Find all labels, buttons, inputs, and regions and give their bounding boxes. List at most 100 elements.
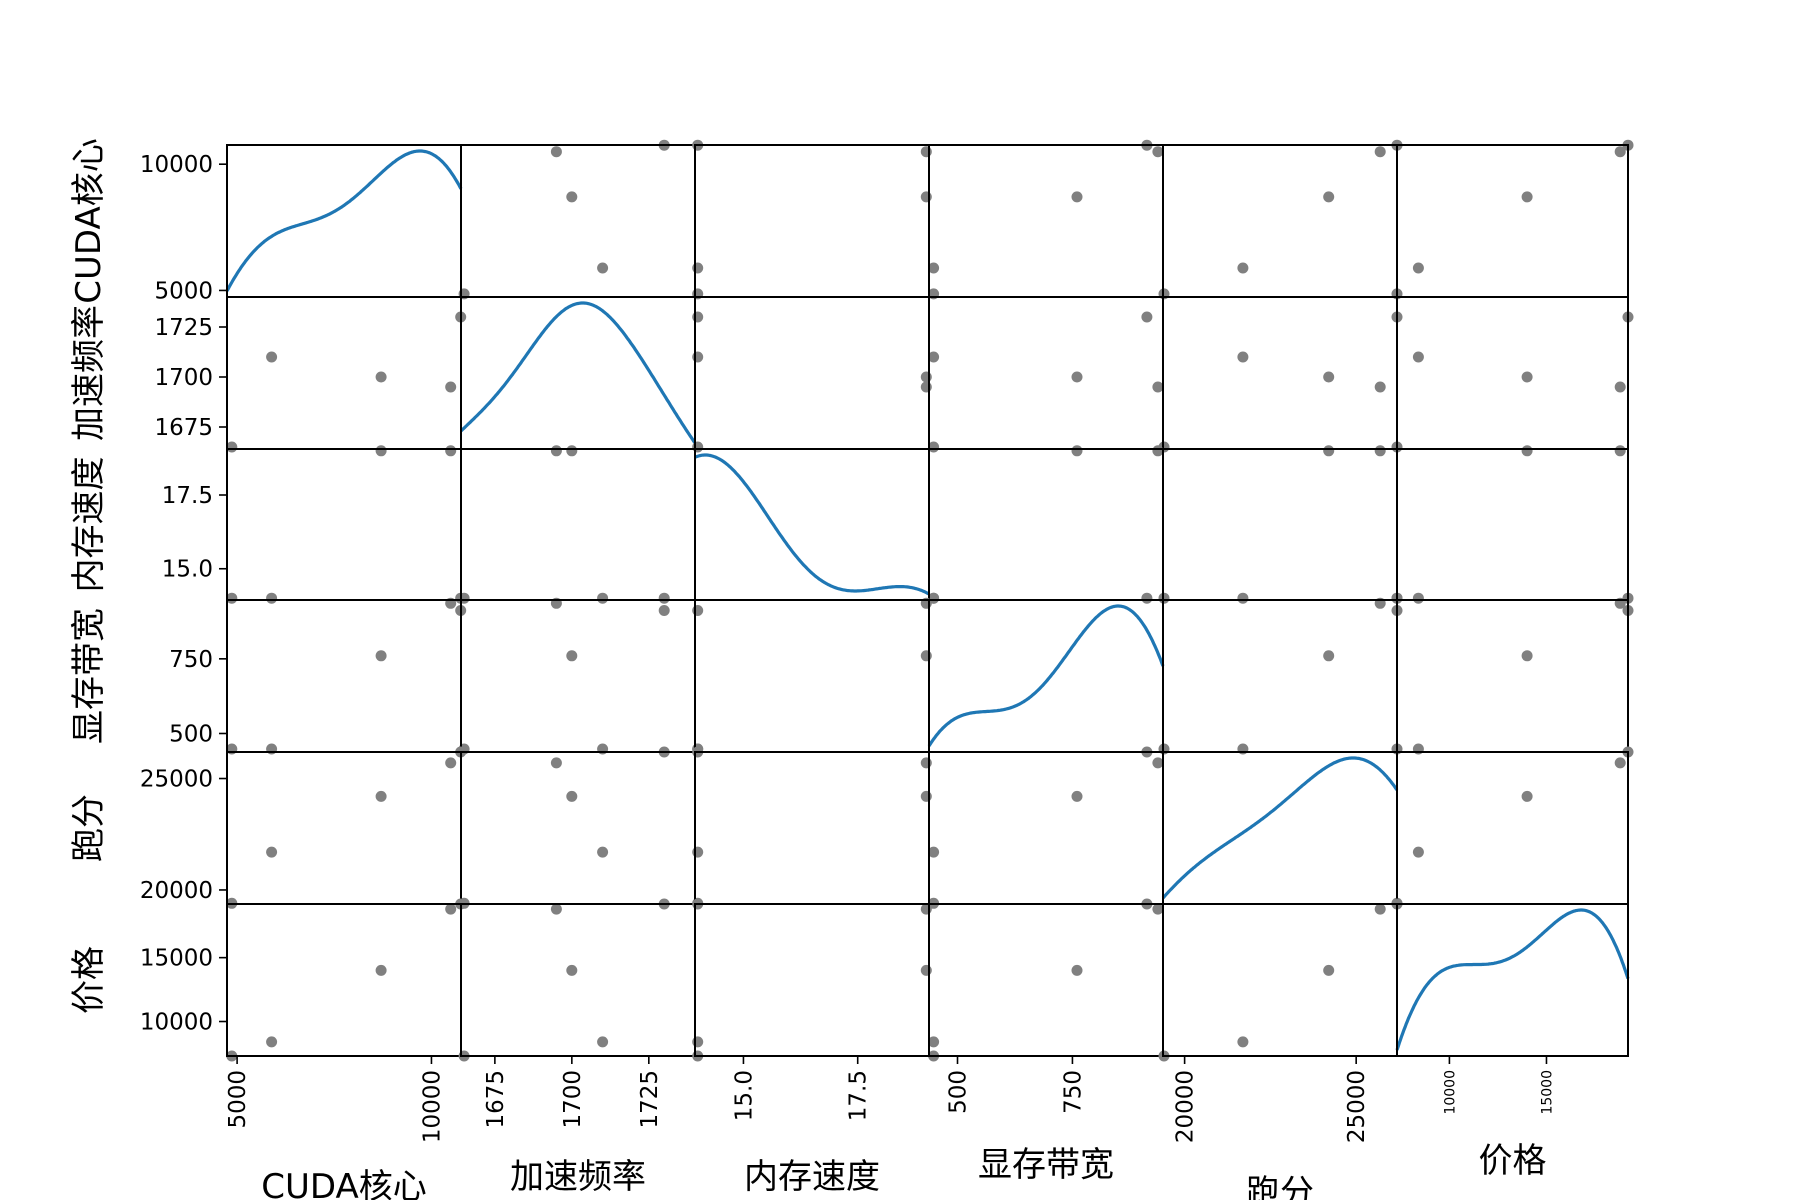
panel-var-2-var-0: [226, 445, 467, 604]
panel-frame: [1396, 751, 1629, 905]
x-axis-label-var-1: 加速频率: [510, 1157, 646, 1197]
panel-frame: [928, 296, 1164, 450]
x-tick-label: 500: [946, 1070, 972, 1114]
panel-frame: [460, 144, 696, 298]
panel-var-2-var-1: [458, 445, 696, 604]
scatter-point: [1323, 445, 1335, 457]
scatter-point: [1152, 757, 1164, 769]
kde-curve-var-4: [1161, 756, 1399, 900]
y-tick-label: 5000: [154, 278, 213, 304]
panel-frame: [226, 144, 462, 298]
y-axis-label-var-2: 内存速度: [69, 457, 109, 593]
panel-var-5-var-3: [928, 898, 1164, 1062]
scatter-point: [445, 445, 457, 457]
scatter-point: [1323, 191, 1335, 203]
panel-frame: [928, 751, 1164, 905]
scatter-point: [375, 964, 387, 976]
panel-var-5-var-4: [1158, 898, 1403, 1062]
scatter-point: [692, 605, 704, 616]
scatter-point: [566, 650, 578, 662]
panel-var-1-var-2: [692, 296, 932, 453]
scatter-point: [928, 1036, 940, 1048]
scatter-point: [1071, 964, 1083, 976]
panel-var-3-var-0: [226, 597, 467, 755]
panel-var-4-var-4: [1161, 751, 1399, 905]
panel-frame: [1396, 296, 1629, 450]
y-tick-label: 20000: [140, 878, 213, 904]
scatter-point: [692, 351, 704, 363]
panel-frame: [1162, 144, 1398, 298]
panel-frame: [460, 903, 696, 1057]
scatter-point: [1374, 146, 1386, 158]
panel-frame: [928, 599, 1164, 753]
scatter-point: [692, 1036, 704, 1048]
y-tick-label: 15000: [140, 946, 213, 972]
panel-var-5-var-0: [226, 898, 467, 1062]
scatter-point: [550, 903, 562, 915]
scatter-point: [1141, 311, 1153, 323]
x-tick-label: 1700: [560, 1070, 586, 1129]
y-tick-label: 500: [169, 721, 213, 747]
scatter-point: [920, 964, 932, 976]
scatter-point: [1614, 146, 1626, 158]
kde-curve-var-0: [225, 149, 463, 292]
panel-var-0-var-0: [225, 144, 463, 298]
y-axis-label-var-0: CUDA核心: [69, 138, 109, 303]
scatter-point: [1152, 146, 1164, 158]
panel-frame: [1162, 599, 1398, 753]
panel-var-1-var-0: [226, 296, 467, 453]
panel-var-4-var-5: [1391, 746, 1634, 909]
scatter-point: [1412, 262, 1424, 274]
scatter-point: [1152, 445, 1164, 457]
y-axis-label-var-4: 跑分: [69, 794, 109, 862]
x-tick-label: 10000: [1442, 1070, 1458, 1115]
panel-var-0-var-4: [1158, 139, 1403, 300]
panel-frame: [226, 448, 462, 601]
scatter-point: [266, 592, 278, 604]
x-tick-label: 5000: [225, 1070, 251, 1129]
panel-var-3-var-5: [1391, 597, 1634, 755]
scatter-point: [1237, 592, 1249, 604]
scatter-point: [566, 191, 578, 203]
x-axis-label-var-4: 跑分: [1246, 1173, 1314, 1200]
panel-var-0-var-1: [458, 139, 696, 300]
scatter-point: [1323, 371, 1335, 383]
scatter-point: [1323, 650, 1335, 662]
panel-var-5-var-5: [1395, 903, 1630, 1057]
y-axis-label-var-5: 价格: [69, 946, 109, 1014]
scatter-point: [1152, 381, 1164, 393]
scatter-point: [550, 445, 562, 457]
scatter-point: [1521, 445, 1533, 457]
scatter-point: [920, 790, 932, 802]
scatter-point: [1614, 445, 1626, 457]
panel-var-4-var-2: [692, 746, 932, 909]
panel-var-4-var-0: [226, 746, 467, 909]
y-tick-label: 750: [169, 647, 213, 673]
x-tick-label: 15000: [1539, 1070, 1555, 1115]
scatter-point: [566, 445, 578, 457]
panel-var-0-var-5: [1391, 139, 1634, 300]
scatter-point: [920, 371, 932, 383]
scatter-point: [1323, 964, 1335, 976]
scatter-point: [920, 191, 932, 203]
scatter-point: [928, 351, 940, 363]
scatter-point: [1521, 790, 1533, 802]
panel-frame: [694, 599, 930, 753]
scatter-point: [1521, 191, 1533, 203]
panel-var-1-var-3: [928, 296, 1164, 453]
panel-var-4-var-1: [458, 746, 696, 909]
kde-curve-var-2: [694, 453, 930, 596]
panel-var-0-var-3: [928, 139, 1164, 300]
x-axis-label-var-5: 价格: [1479, 1141, 1547, 1181]
scatter-point: [1152, 903, 1164, 915]
panel-var-2-var-2: [694, 448, 930, 601]
scatter-point: [597, 262, 609, 274]
x-axis-label-var-0: CUDA核心: [261, 1167, 426, 1200]
panel-var-3-var-1: [458, 597, 696, 755]
scatter-point: [1237, 1036, 1249, 1048]
x-tick-label: 1675: [483, 1070, 509, 1129]
scatter-point: [692, 262, 704, 274]
panel-var-2-var-5: [1391, 445, 1634, 604]
scatter-point: [692, 846, 704, 858]
